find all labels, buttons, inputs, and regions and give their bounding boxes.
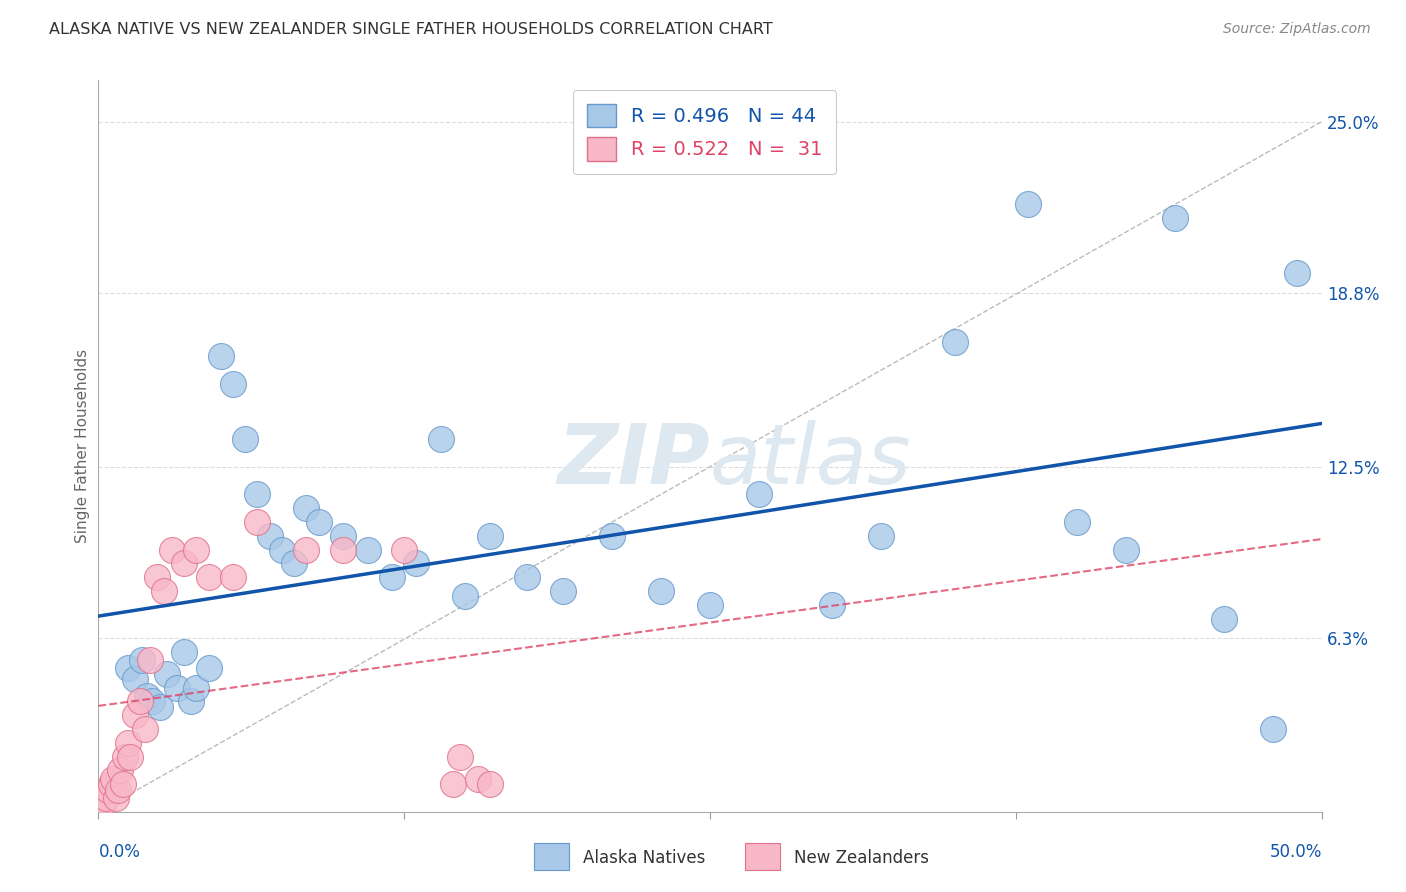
Point [180, 694, 202, 708]
Point [197, 570, 219, 584]
Point [146, 570, 169, 584]
Point [600, 529, 623, 543]
Text: 50.0%: 50.0% [1270, 843, 1322, 861]
Point [136, 689, 159, 703]
Point [97, 782, 120, 797]
Point [295, 501, 318, 516]
Point [270, 542, 294, 557]
Point [173, 645, 195, 659]
Point [104, 791, 127, 805]
Point [356, 542, 378, 557]
Point [308, 515, 330, 529]
Point [283, 557, 305, 571]
Point [1286, 267, 1309, 281]
Point [1212, 611, 1234, 625]
Point [1066, 515, 1088, 529]
Point [1115, 542, 1137, 557]
Point [156, 666, 179, 681]
Legend: R = 0.496   N = 44, R = 0.522   N =  31: R = 0.496 N = 44, R = 0.522 N = 31 [574, 90, 837, 175]
Point [139, 653, 162, 667]
Point [478, 529, 501, 543]
Point [381, 570, 404, 584]
Point [94, 791, 117, 805]
Text: Source: ZipAtlas.com: Source: ZipAtlas.com [1223, 22, 1371, 37]
Point [114, 749, 136, 764]
Point [259, 529, 281, 543]
Point [246, 515, 269, 529]
Text: atlas: atlas [710, 420, 911, 501]
Point [332, 542, 354, 557]
Point [117, 661, 139, 675]
Point [186, 542, 208, 557]
Point [467, 772, 489, 786]
Point [392, 542, 416, 557]
Point [141, 694, 163, 708]
Point [111, 777, 134, 791]
Point [197, 661, 219, 675]
Point [233, 432, 256, 446]
Point [134, 722, 156, 736]
Point [748, 487, 770, 501]
Point [149, 699, 172, 714]
Point [332, 529, 354, 543]
Point [124, 708, 146, 723]
Point [441, 777, 464, 791]
Point [821, 598, 844, 612]
Point [110, 764, 132, 778]
Point [101, 772, 124, 786]
Point [650, 583, 672, 598]
Point [91, 797, 114, 811]
Point [129, 694, 152, 708]
Point [222, 570, 245, 584]
Point [166, 681, 188, 695]
Point [870, 529, 893, 543]
Point [1017, 197, 1039, 211]
Point [1164, 211, 1187, 226]
Point [516, 570, 538, 584]
Point [209, 349, 232, 363]
Point [100, 777, 122, 791]
Text: ALASKA NATIVE VS NEW ZEALANDER SINGLE FATHER HOUSEHOLDS CORRELATION CHART: ALASKA NATIVE VS NEW ZEALANDER SINGLE FA… [49, 22, 773, 37]
Point [478, 777, 501, 791]
Point [222, 376, 245, 391]
Point [405, 557, 427, 571]
Y-axis label: Single Father Households: Single Father Households [75, 349, 90, 543]
Text: New Zealanders: New Zealanders [794, 849, 929, 867]
Point [246, 487, 269, 501]
Point [943, 335, 966, 350]
Point [1261, 722, 1284, 736]
Point [450, 749, 472, 764]
Point [173, 557, 195, 571]
Point [454, 590, 477, 604]
Point [117, 736, 139, 750]
Point [107, 782, 129, 797]
Text: ZIP: ZIP [557, 420, 710, 501]
Point [430, 432, 453, 446]
Point [153, 583, 176, 598]
Text: Alaska Natives: Alaska Natives [583, 849, 706, 867]
Point [131, 653, 153, 667]
Text: 0.0%: 0.0% [98, 843, 141, 861]
Point [186, 681, 208, 695]
Point [553, 583, 575, 598]
Point [124, 672, 146, 686]
Point [699, 598, 721, 612]
Point [120, 749, 142, 764]
Point [295, 542, 318, 557]
Point [160, 542, 183, 557]
